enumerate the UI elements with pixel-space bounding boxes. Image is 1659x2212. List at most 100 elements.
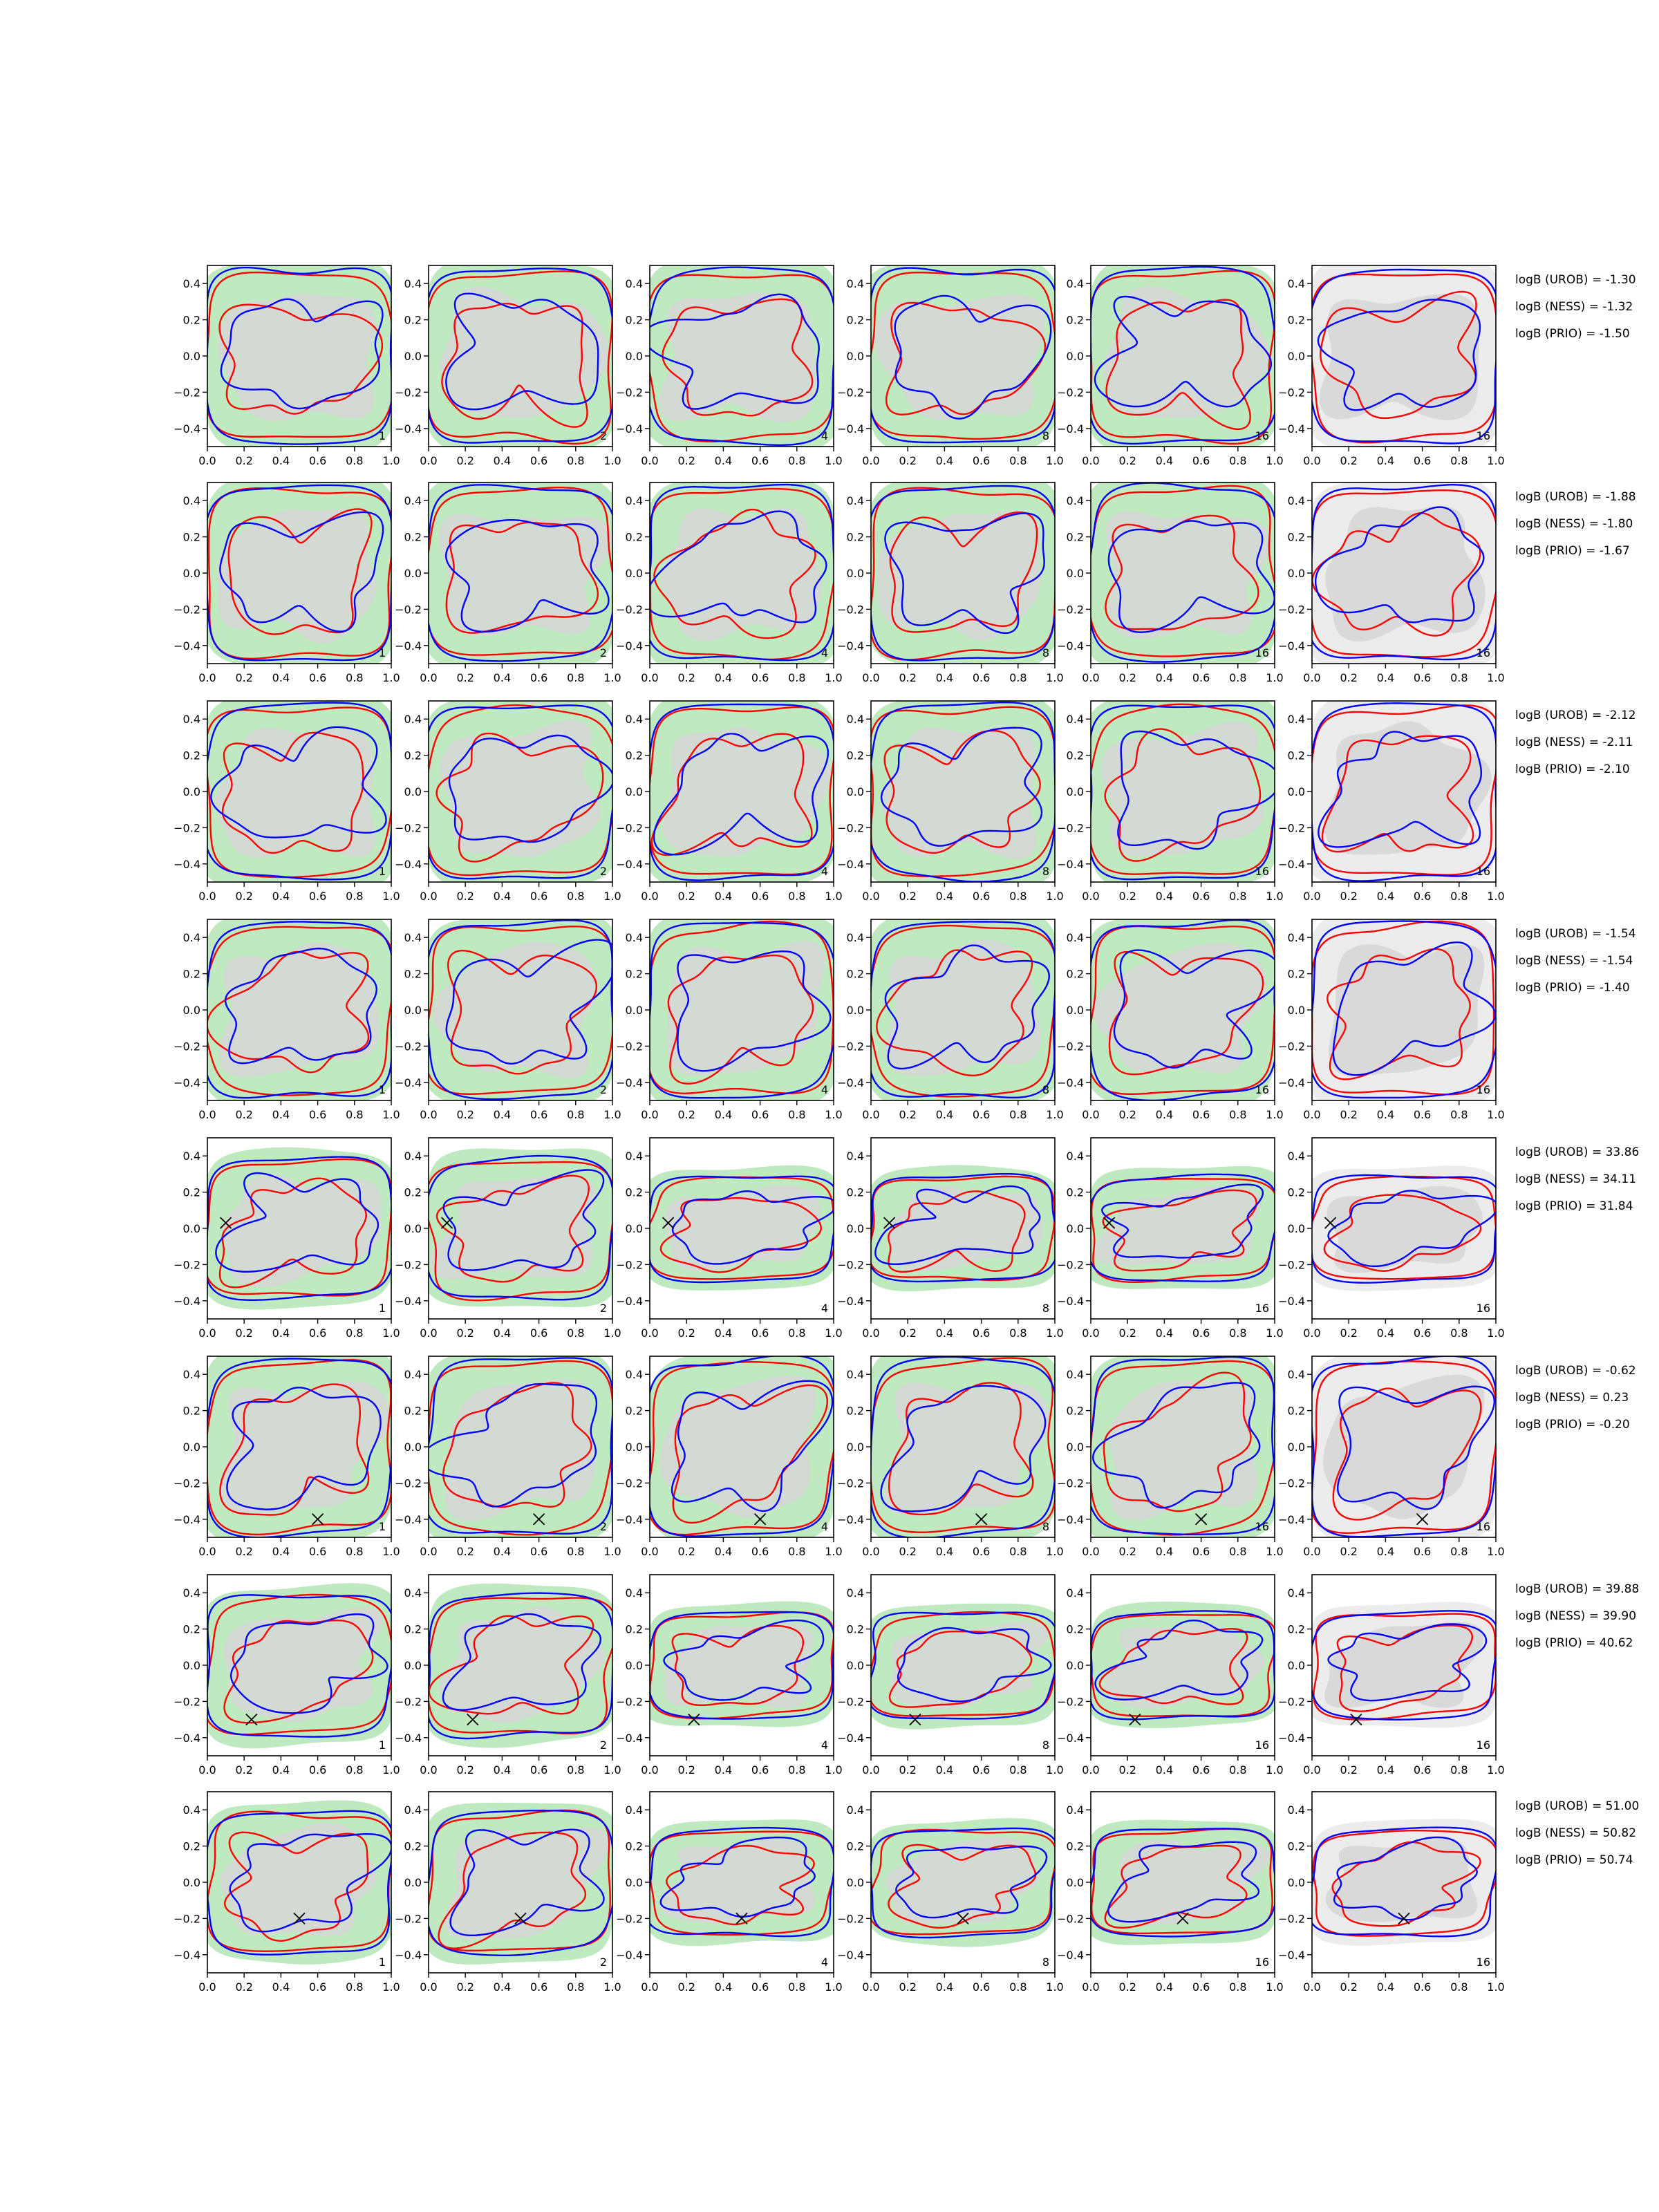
y-tick-label: −0.4 [1057, 1732, 1084, 1745]
y-tick-label: −0.4 [395, 1732, 422, 1745]
y-tick-label: 0.0 [626, 1222, 643, 1235]
x-tick-label: 1.0 [1487, 1980, 1504, 1994]
contour-line-blue [448, 734, 612, 843]
contour-line-red [1313, 1613, 1496, 1721]
y-tick-label: −0.4 [395, 422, 422, 435]
panel-label: 4 [821, 1083, 828, 1096]
x-tick-label: 0.8 [788, 1763, 805, 1777]
x-tick-label: 0.4 [715, 1108, 732, 1121]
y-tick-label: −0.4 [174, 1076, 200, 1089]
x-tick-label: 0.8 [1450, 890, 1468, 903]
logb-annotations: logB (UROB) = -1.30 logB (NESS) = -1.32 lo… [1515, 273, 1639, 1867]
y-tick-label: 0.4 [626, 931, 643, 944]
marker-x [1129, 1713, 1141, 1726]
contour-layer [650, 1165, 834, 1291]
panel-label: 16 [1255, 1738, 1269, 1752]
y-tick-label: −0.2 [1278, 1040, 1305, 1053]
panel: 0.4 0.2 0.0 −0.2 −0.4 0.0 0.2 0.4 0.6 0.8 1.0 16 [1278, 265, 1505, 467]
x-tick-label: 0.6 [309, 1108, 326, 1121]
contour-line-blue [1091, 704, 1275, 881]
y-tick-label: −0.2 [837, 386, 864, 399]
y-tick-label: 0.0 [404, 350, 422, 363]
x-tick-label: 0.6 [1192, 890, 1210, 903]
contour-layer [1312, 919, 1496, 1100]
y-tick-label: 0.2 [626, 749, 643, 762]
panel: 0.4 0.2 0.0 −0.2 −0.4 0.0 0.2 0.4 0.6 0.8 1.0 8 [837, 919, 1064, 1121]
y-tick-label: −0.2 [174, 603, 200, 616]
x-tick-label: 0.8 [788, 454, 805, 467]
contour-layer [429, 919, 612, 1100]
y-tick-label: 0.0 [1067, 567, 1084, 580]
panel-label: 2 [600, 1302, 607, 1315]
x-tick-label: 0.8 [1450, 1763, 1468, 1777]
logb-annotation: logB (UROB) = -1.88 [1515, 490, 1636, 504]
y-tick-label: 0.2 [1067, 1186, 1084, 1199]
y-tick-label: −0.2 [837, 821, 864, 834]
x-tick-label: 0.4 [494, 1327, 511, 1340]
x-tick-label: 0.8 [567, 454, 584, 467]
panel: 0.4 0.2 0.0 −0.2 −0.4 0.0 0.2 0.4 0.6 0.8 1.0 2 [395, 482, 621, 684]
panel: 0.4 0.2 0.0 −0.2 −0.4 0.0 0.2 0.4 0.6 0.8 1.0 8 [837, 700, 1064, 903]
y-tick-label: −0.4 [1278, 639, 1305, 653]
y-tick-label: −0.2 [616, 386, 643, 399]
contour-line-blue [880, 1385, 1047, 1512]
x-tick-label: 0.0 [1082, 1545, 1099, 1558]
contour-line-blue [226, 1387, 382, 1510]
y-tick-label: 0.2 [1288, 531, 1305, 544]
panel: 0.4 0.2 0.0 −0.2 −0.4 0.0 0.2 0.4 0.6 0.8 1.0 1 [174, 700, 400, 903]
y-tick-label: 0.0 [183, 785, 200, 798]
contour-line-red [221, 731, 364, 854]
y-tick-label: 0.4 [1067, 494, 1084, 507]
y-tick-label: −0.2 [616, 1695, 643, 1708]
contour-line-red [1312, 489, 1496, 658]
x-tick-label: 0.0 [420, 671, 437, 684]
x-tick-label: 0.6 [1414, 1980, 1431, 1994]
x-tick-label: 1.0 [603, 454, 621, 467]
y-tick-label: −0.2 [1057, 1477, 1084, 1490]
panel-label: 1 [379, 1956, 386, 1969]
marker-x [735, 1912, 748, 1925]
panel: 0.4 0.2 0.0 −0.2 −0.4 0.0 0.2 0.4 0.6 0.8 1.0 8 [837, 482, 1064, 684]
y-tick-label: −0.4 [616, 1732, 643, 1745]
x-tick-label: 0.8 [788, 1327, 805, 1340]
contour-layer [1091, 1356, 1275, 1537]
x-tick-label: 0.0 [1303, 1327, 1320, 1340]
marker-x [883, 1217, 896, 1229]
contour-line-blue [1312, 702, 1496, 882]
x-tick-label: 0.8 [1229, 1327, 1246, 1340]
contour-layer [1091, 1819, 1275, 1945]
y-tick-label: −0.4 [1057, 422, 1084, 435]
x-tick-label: 0.8 [1450, 1545, 1468, 1558]
y-tick-label: 0.4 [183, 1150, 200, 1163]
contour-line-blue [207, 702, 391, 881]
contour-line-red [1336, 1624, 1474, 1712]
marker-x [467, 1713, 479, 1726]
y-tick-label: 0.0 [847, 1441, 864, 1454]
y-tick-label: 0.0 [183, 1876, 200, 1889]
x-tick-label: 0.6 [1414, 1108, 1431, 1121]
y-tick-label: 0.0 [183, 1659, 200, 1672]
contour-layer [1312, 701, 1496, 882]
y-tick-label: 0.4 [183, 277, 200, 290]
y-tick-label: −0.4 [837, 1513, 864, 1526]
x-tick-label: 0.4 [715, 1327, 732, 1340]
x-tick-label: 0.2 [235, 1980, 252, 1994]
x-tick-label: 1.0 [1487, 1763, 1504, 1777]
contour-layer [650, 1356, 834, 1537]
x-tick-label: 1.0 [825, 1545, 842, 1558]
panel-label: 4 [821, 429, 828, 442]
panel: 0.4 0.2 0.0 −0.2 −0.4 0.0 0.2 0.4 0.6 0.8 1.0 4 [616, 700, 843, 903]
contour-line-blue [429, 1357, 612, 1535]
y-tick-label: −0.2 [837, 603, 864, 616]
panel-label: 1 [379, 1738, 386, 1752]
x-tick-label: 0.0 [641, 1545, 658, 1558]
panel: 0.4 0.2 0.0 −0.2 −0.4 0.0 0.2 0.4 0.6 0.8 1.0 16 [1057, 1791, 1284, 1994]
marker-x [311, 1513, 324, 1526]
contour-line-blue [445, 292, 599, 411]
x-tick-label: 0.6 [1192, 1980, 1210, 1994]
y-tick-label: −0.2 [616, 1912, 643, 1925]
contour-line-blue [1091, 1828, 1275, 1938]
y-tick-label: 0.4 [626, 494, 643, 507]
x-tick-label: 0.4 [272, 671, 290, 684]
x-tick-label: 0.0 [1303, 890, 1320, 903]
